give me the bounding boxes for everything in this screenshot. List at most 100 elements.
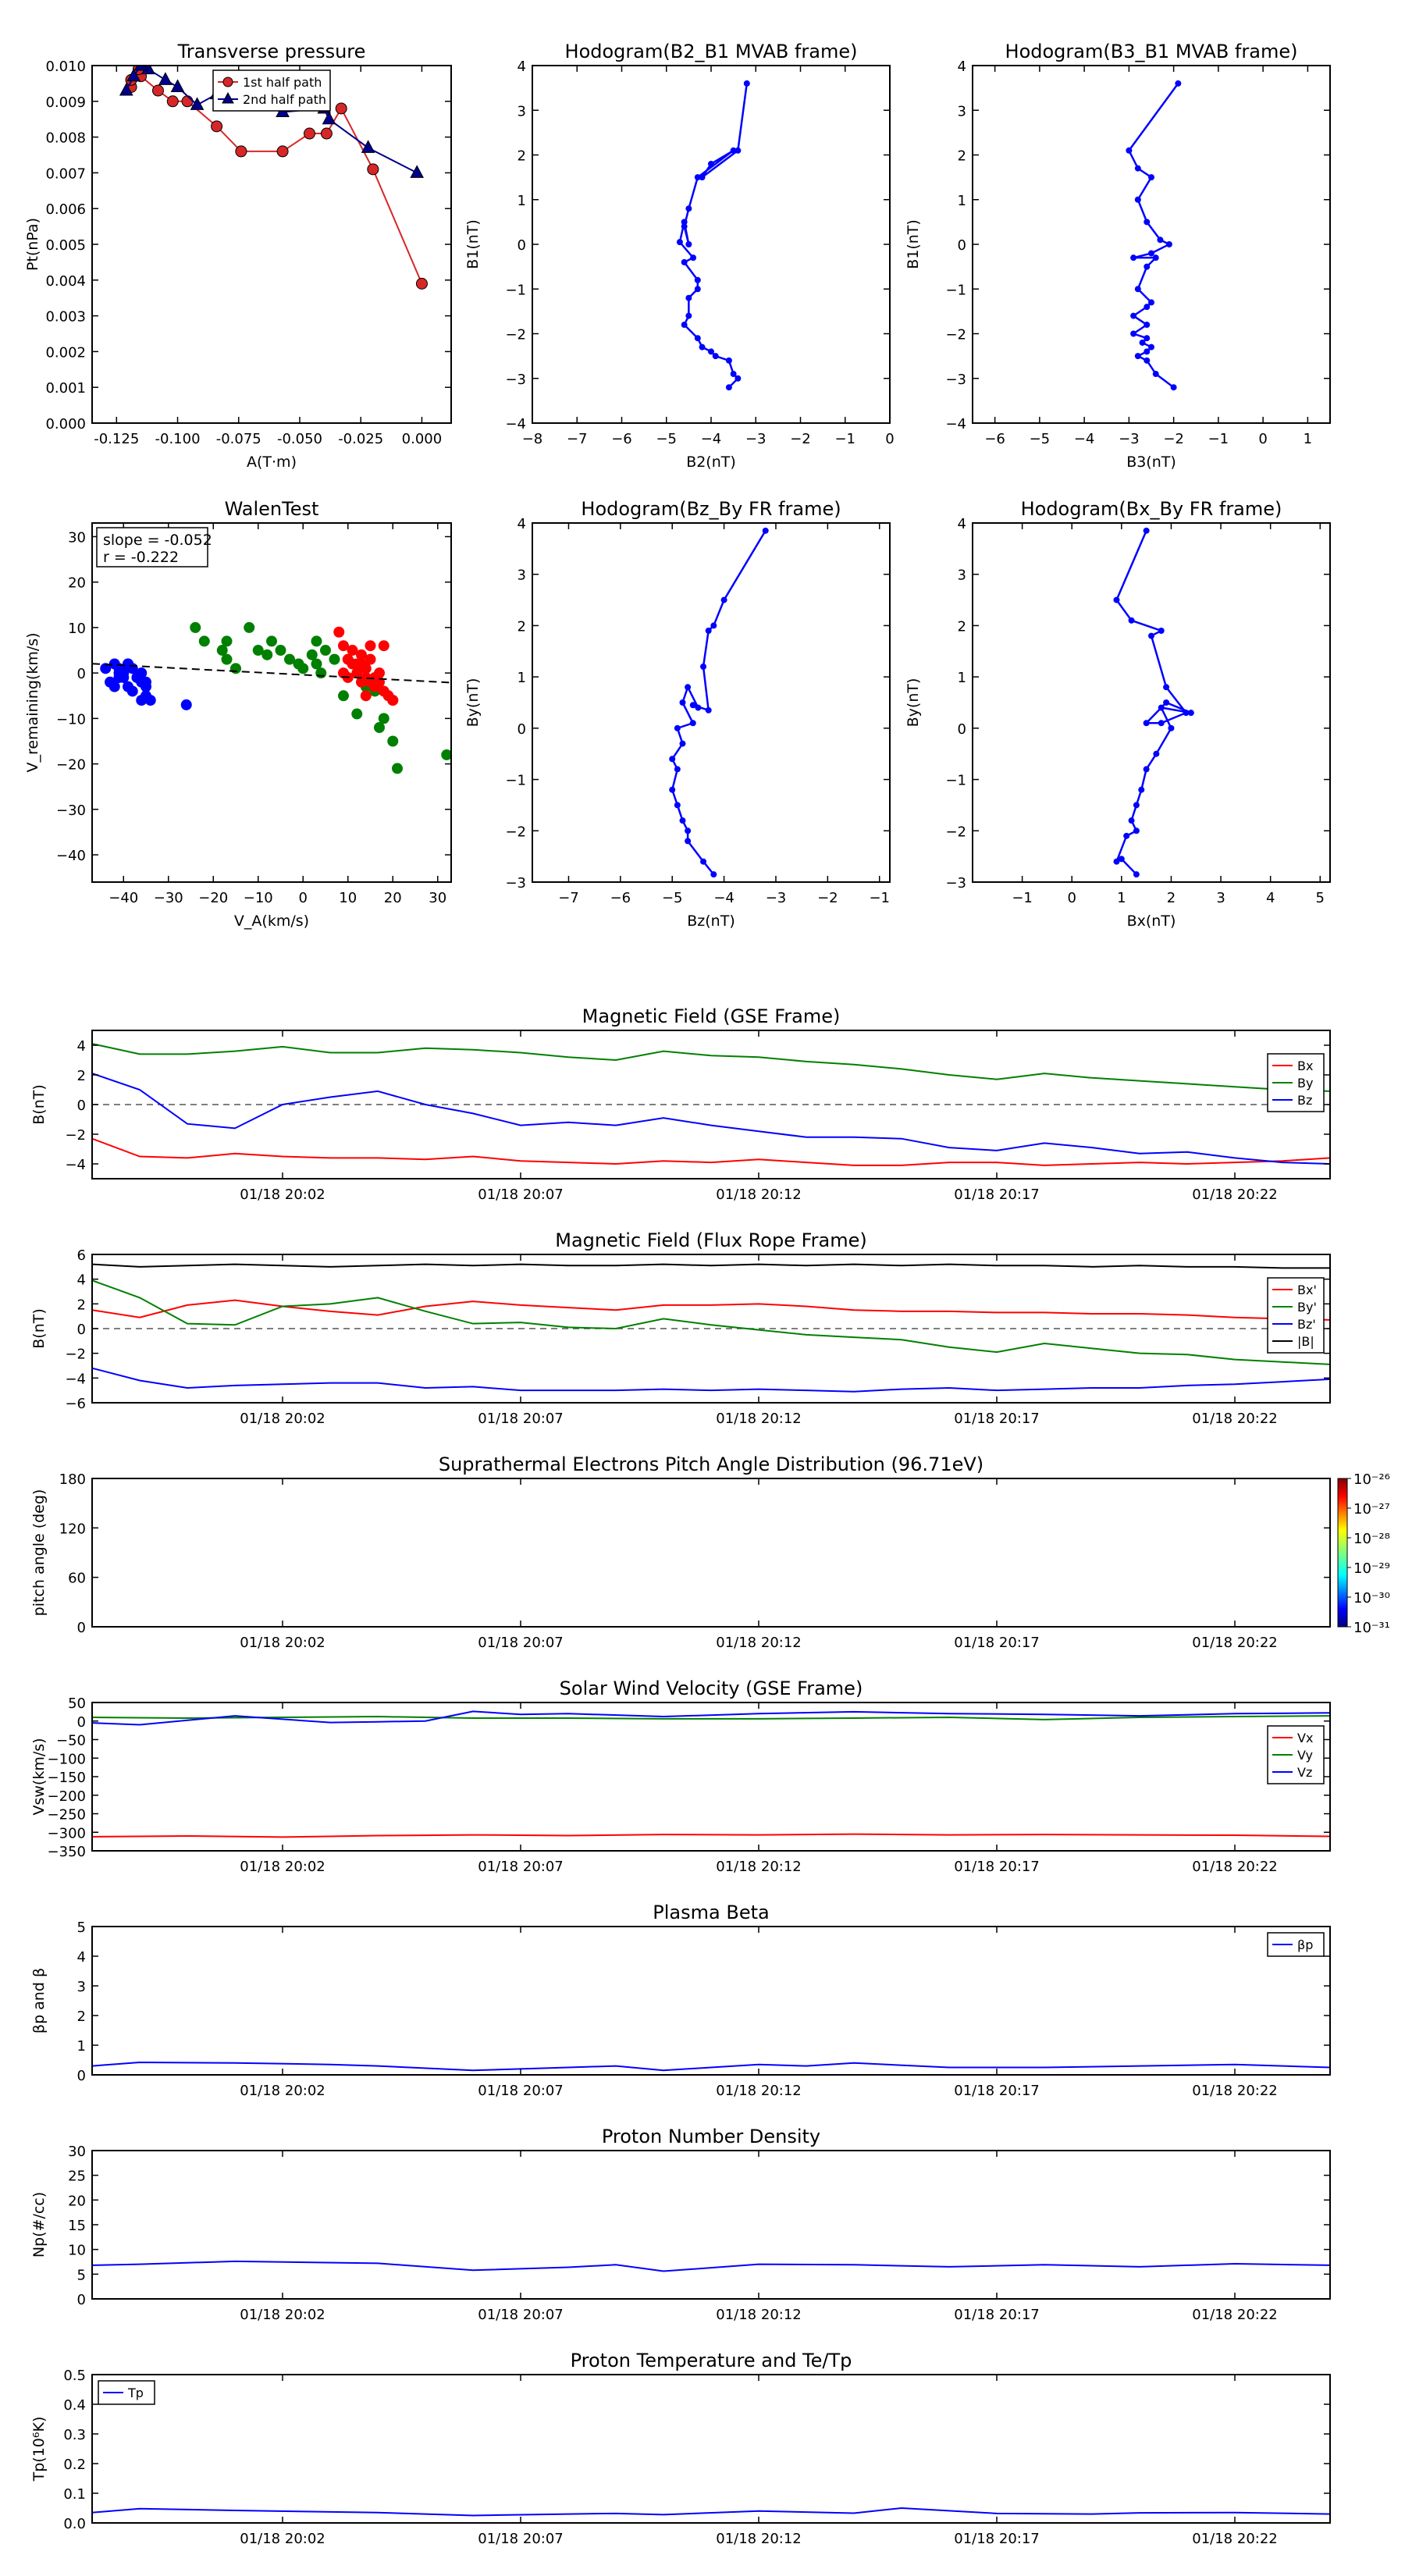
magnetic_field_flux_rope-ylabel: B(nT) xyxy=(30,1308,48,1349)
magnetic_field_flux_rope-legend-By-label: By' xyxy=(1297,1300,1317,1315)
walen_test-series-green-point xyxy=(252,645,264,656)
walen_test-series-green-point xyxy=(190,621,201,633)
magnetic_field_flux_rope-xtick-label: 01/18 20:12 xyxy=(716,1411,801,1427)
walen_test-xtick-label: −30 xyxy=(154,890,183,906)
hodogram_b2_b1-title: Hodogram(B2_B1 MVAB frame) xyxy=(565,41,858,62)
hodogram_b2_b1-series-B-point xyxy=(694,174,701,181)
hodogram_b3_b1-ytick-label: −3 xyxy=(945,372,966,388)
transverse_pressure-xtick-label: -0.025 xyxy=(338,431,383,447)
hodogram_b2_b1-xtick-label: 0 xyxy=(885,431,894,447)
walen_test-annotation-line: slope = -0.052 xyxy=(103,532,212,549)
hodogram_b3_b1-series-B-point xyxy=(1126,147,1133,154)
hodogram_bx_by-series-B-point xyxy=(1187,710,1194,717)
magnetic_field_flux_rope-ytick-label: 6 xyxy=(77,1247,86,1264)
hodogram_b3_b1-xtick-label: −1 xyxy=(1208,431,1229,447)
transverse_pressure-series-1sthalfpath-point xyxy=(320,127,333,140)
walen_test-plot-area xyxy=(92,621,451,774)
hodogram_bz_by-series-B-point xyxy=(705,706,712,713)
hodogram_b2_b1-ytick-label: −1 xyxy=(505,282,526,298)
proton_temperature-xtick-label: 01/18 20:12 xyxy=(716,2531,801,2547)
hodogram_b2_b1-series-B-point xyxy=(694,276,701,283)
hodogram_b3_b1-series-B-point xyxy=(1148,174,1154,181)
hodogram_b3_b1-series-B-point xyxy=(1148,299,1154,306)
magnetic_field_gse-ytick-label: 0 xyxy=(77,1098,86,1114)
hodogram_b2_b1-xtick-label: −4 xyxy=(701,431,722,447)
hodogram_bz_by-series-B-point xyxy=(710,871,717,878)
solar_wind_velocity-ylabel: Vsw(km/s) xyxy=(30,1738,48,1815)
hodogram_bx_by-ytick-label: 2 xyxy=(958,618,966,635)
hodogram_bz_by-series-B-point xyxy=(700,664,707,670)
hodogram_b2_b1-xtick-label: −7 xyxy=(567,431,588,447)
magnetic_field_flux_rope-plot-area xyxy=(92,1263,1330,1393)
proton_temperature-ytick-label: 0.5 xyxy=(63,2368,86,2384)
hodogram_bz_by-series-B-point xyxy=(710,622,717,629)
hodogram_bx_by-series-B-point xyxy=(1123,832,1130,839)
magnetic_field_gse-xtick-label: 01/18 20:07 xyxy=(478,1187,563,1203)
hodogram_bx_by-series-B-point xyxy=(1153,750,1160,757)
proton_temperature-ylabel: Tp(10⁶K) xyxy=(30,2417,48,2482)
proton_density-ytick-label: 30 xyxy=(68,2144,86,2160)
walen_test-series-red-point xyxy=(378,640,389,652)
hodogram_b3_b1-series-B-point xyxy=(1152,254,1159,262)
hodogram_b2_b1-xlabel: B2(nT) xyxy=(686,454,736,471)
transverse_pressure-axes-frame xyxy=(91,65,452,424)
pitch_angle-colorbar-label: 10⁻²⁹ xyxy=(1353,1560,1390,1577)
solar_wind_velocity-xtick-label: 01/18 20:07 xyxy=(478,1859,563,1875)
hodogram_b2_b1-ytick-label: −3 xyxy=(505,372,526,388)
magnetic_field_flux_rope-ytick-label: −2 xyxy=(65,1347,86,1363)
hodogram_bx_by-series-B-point xyxy=(1133,871,1140,878)
plasma_beta-xtick-label: 01/18 20:07 xyxy=(478,2083,563,2099)
hodogram_b2_b1-series-B-point xyxy=(730,147,737,154)
hodogram_bx_by-series-B-point xyxy=(1138,786,1145,793)
transverse_pressure-legend-1sthalfpath-label: 1st half path xyxy=(243,75,322,90)
walen_test-xtick-label: 30 xyxy=(429,890,446,906)
walen_test-series-green-point xyxy=(387,735,399,747)
hodogram_bx_by-series-B-point xyxy=(1113,858,1120,865)
hodogram_b2_b1-series-B-point xyxy=(743,80,750,87)
proton_density-axes-frame xyxy=(91,2150,1331,2300)
hodogram_bx_by-xlabel: Bx(nT) xyxy=(1127,913,1176,930)
walen_test-series-blue-point xyxy=(131,671,143,683)
walen_test-ytick-label: 20 xyxy=(68,575,86,592)
hodogram_bz_by-series-B-point xyxy=(674,766,681,773)
plasma_beta-xtick-label: 01/18 20:02 xyxy=(240,2083,325,2099)
magnetic_field_gse-ytick-label: 4 xyxy=(77,1038,86,1055)
plasma_beta-ytick-label: 4 xyxy=(77,1949,86,1966)
transverse_pressure-series-1sthalfpath-point xyxy=(211,120,223,133)
hodogram_b2_b1-xtick-label: −3 xyxy=(745,431,767,447)
hodogram_bz_by-plot-area xyxy=(669,527,769,878)
hodogram_b2_b1-series-B-point xyxy=(712,353,719,360)
proton_temperature-xtick-label: 01/18 20:22 xyxy=(1192,2531,1277,2547)
proton_temperature-series-Tp-line xyxy=(92,2507,1330,2517)
proton_temperature-xtick-label: 01/18 20:02 xyxy=(240,2531,325,2547)
hodogram_b2_b1-series-B-point xyxy=(681,219,688,226)
transverse_pressure-xtick-label: -0.100 xyxy=(155,431,201,447)
walen_test-series-blue-point xyxy=(140,676,151,688)
walen_test-series-red-point xyxy=(351,658,363,670)
hodogram_b2_b1-ytick-label: −2 xyxy=(505,327,526,343)
transverse_pressure-series-2ndhalfpath-point xyxy=(119,82,133,96)
magnetic_field_gse-series-By-line xyxy=(92,1043,1330,1092)
hodogram_b2_b1-ytick-label: −4 xyxy=(505,416,526,432)
magnetic_field_flux_rope-series-B-line xyxy=(92,1263,1330,1269)
walen_test-ytick-label: −30 xyxy=(56,802,86,819)
hodogram_b2_b1-xtick-label: −5 xyxy=(656,431,677,447)
magnetic_field_flux_rope-ytick-label: 4 xyxy=(77,1272,86,1289)
walen_test-ytick-label: −10 xyxy=(56,711,86,728)
transverse_pressure-ytick-label: 0.004 xyxy=(45,273,86,290)
hodogram_b3_b1-series-B-point xyxy=(1144,357,1151,364)
walen_test-series-blue-point xyxy=(113,667,125,679)
hodogram_bx_by-xtick-label: 2 xyxy=(1167,890,1176,906)
plasma_beta-ytick-label: 1 xyxy=(77,2038,86,2055)
hodogram_bz_by-series-B-point xyxy=(674,724,681,731)
hodogram_b2_b1-series-B-point xyxy=(708,160,714,167)
proton_temperature-xtick-label: 01/18 20:17 xyxy=(954,2531,1039,2547)
solar_wind_velocity-ytick-label: 0 xyxy=(77,1714,86,1731)
proton_density-ytick-label: 20 xyxy=(68,2193,86,2209)
hodogram_b2_b1-series-B-point xyxy=(685,205,692,212)
hodogram_bz_by-ytick-label: −3 xyxy=(505,875,526,891)
hodogram_bz_by-series-B-point xyxy=(679,699,686,706)
walen_test-series-blue-point xyxy=(180,699,192,710)
plasma_beta-ytick-label: 5 xyxy=(77,1920,86,1936)
hodogram_b3_b1-plot-area xyxy=(1126,80,1182,391)
